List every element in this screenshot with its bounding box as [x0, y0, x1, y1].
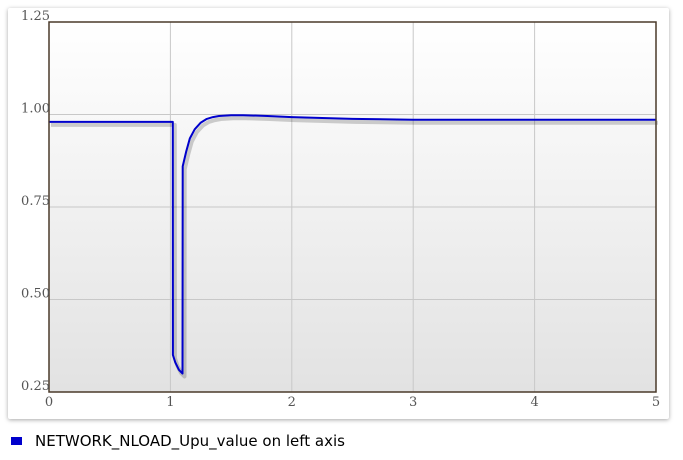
data-point [212, 116, 214, 118]
data-point [181, 372, 184, 375]
data-point [351, 118, 354, 120]
y-tick-label: 1.25 [21, 9, 50, 24]
x-tick-label: 4 [530, 395, 538, 410]
data-point [206, 118, 208, 120]
x-tick-label: 2 [288, 395, 296, 410]
data-point [242, 114, 244, 116]
y-tick-label: 1.00 [21, 102, 50, 117]
plot-frame [48, 21, 657, 393]
x-tick-label: 3 [409, 395, 417, 410]
legend-swatch [11, 437, 22, 445]
data-point [534, 119, 536, 121]
x-tick-label: 5 [652, 395, 660, 410]
data-point [178, 369, 180, 371]
series-layer [48, 114, 658, 379]
data-point [185, 150, 187, 153]
x-tick-label: 1 [166, 395, 174, 410]
data-point [200, 122, 202, 124]
x-tick-label: 0 [45, 395, 53, 410]
legend: NETWORK_NLOAD_Upu_value on left axis [11, 431, 345, 451]
tick-labels: 0 1 2 3 4 5 0.25 0.50 0.75 1.00 1.25 [21, 9, 660, 410]
data-point [189, 137, 191, 140]
legend-label: NETWORK_NLOAD_Upu_value on left axis [35, 432, 345, 450]
y-tick-label: 0.75 [21, 194, 50, 209]
y-tick-label: 0.50 [21, 287, 50, 302]
data-point [412, 119, 414, 121]
data-point [172, 121, 174, 123]
data-point [172, 354, 174, 356]
data-point [218, 115, 220, 117]
data-point [194, 128, 196, 130]
data-point [266, 115, 269, 117]
data-point [291, 116, 293, 118]
data-point [230, 114, 232, 116]
data-point [182, 165, 184, 167]
data-point [174, 361, 176, 363]
series-line [49, 114, 656, 375]
y-tick-label: 0.25 [21, 379, 50, 394]
